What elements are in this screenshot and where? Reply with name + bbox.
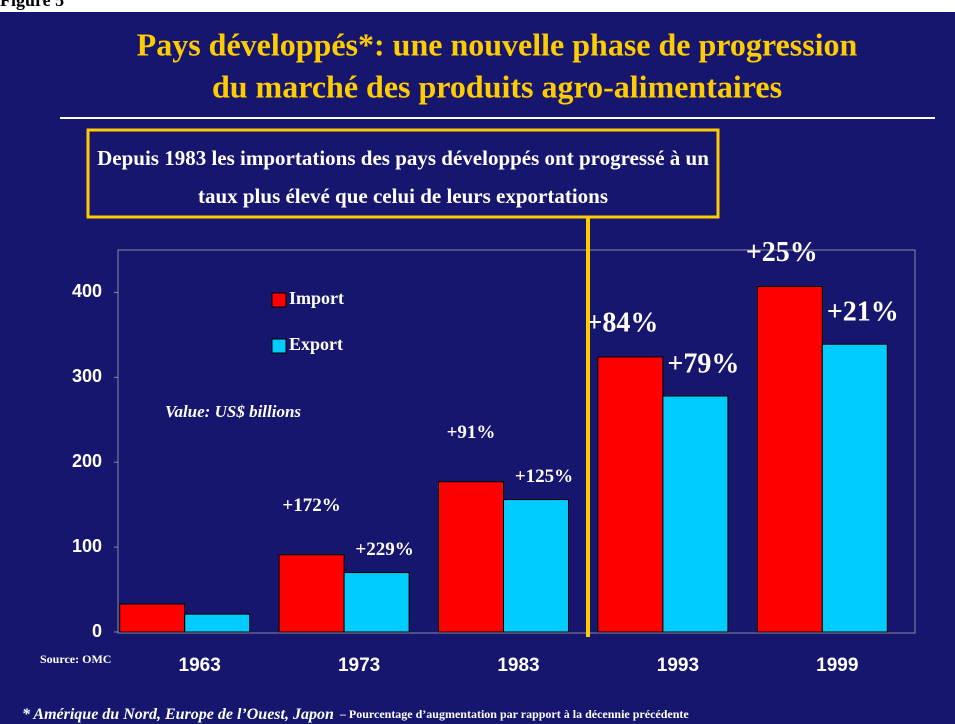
growth-label: +172% [282,495,340,516]
y-tick-label: 300 [72,366,102,386]
bar [821,343,888,633]
bar [503,499,569,633]
bar [278,554,345,633]
growth-label: +91% [447,422,496,443]
title-line: du marché des produits agro-alimentaires [212,68,782,104]
callout-line: taux plus élevé que celui de leurs expor… [198,184,608,208]
bar [597,356,664,633]
growth-label: +84% [586,307,658,338]
x-tick-label: 1993 [657,655,699,676]
callout-box [86,128,720,219]
legend-label: Import [289,288,344,308]
growth-label: +229% [355,539,413,560]
source: Source: OMC [40,652,111,666]
bar [756,286,823,633]
bar [438,481,504,633]
growth-label: +79% [667,348,739,379]
unit-note: Value: US$ billions [165,402,301,421]
callout-line: Depuis 1983 les importations des pays dé… [97,146,709,170]
bar [343,572,410,633]
y-tick-label: 200 [72,451,102,471]
legend-label: Export [289,334,343,354]
footnote: * Amérique du Nord, Europe de l’Ouest, J… [22,706,689,723]
bar [119,603,186,633]
x-tick-label: 1963 [179,655,221,676]
title-line: Pays développés*: une nouvelle phase de … [137,26,858,62]
growth-label: +25% [746,237,818,268]
x-tick-label: 1973 [338,655,380,676]
legend-swatch [271,292,287,308]
y-tick-label: 100 [72,536,102,556]
growth-label: +125% [515,466,573,487]
bar [662,395,729,633]
bar [184,613,251,633]
footnote-detail: – Pourcentage d’augmentation par rapport… [339,707,690,721]
plot-area [117,249,916,634]
growth-label: +21% [827,297,899,328]
y-tick-label: 0 [92,621,102,641]
figure-label: Figure 5 [0,0,64,10]
y-tick-label: 400 [72,281,102,301]
legend-swatch [271,338,287,354]
x-tick-label: 1999 [816,655,858,676]
footnote-main: * Amérique du Nord, Europe de l’Ouest, J… [22,706,334,723]
x-tick-label: 1983 [497,655,539,676]
